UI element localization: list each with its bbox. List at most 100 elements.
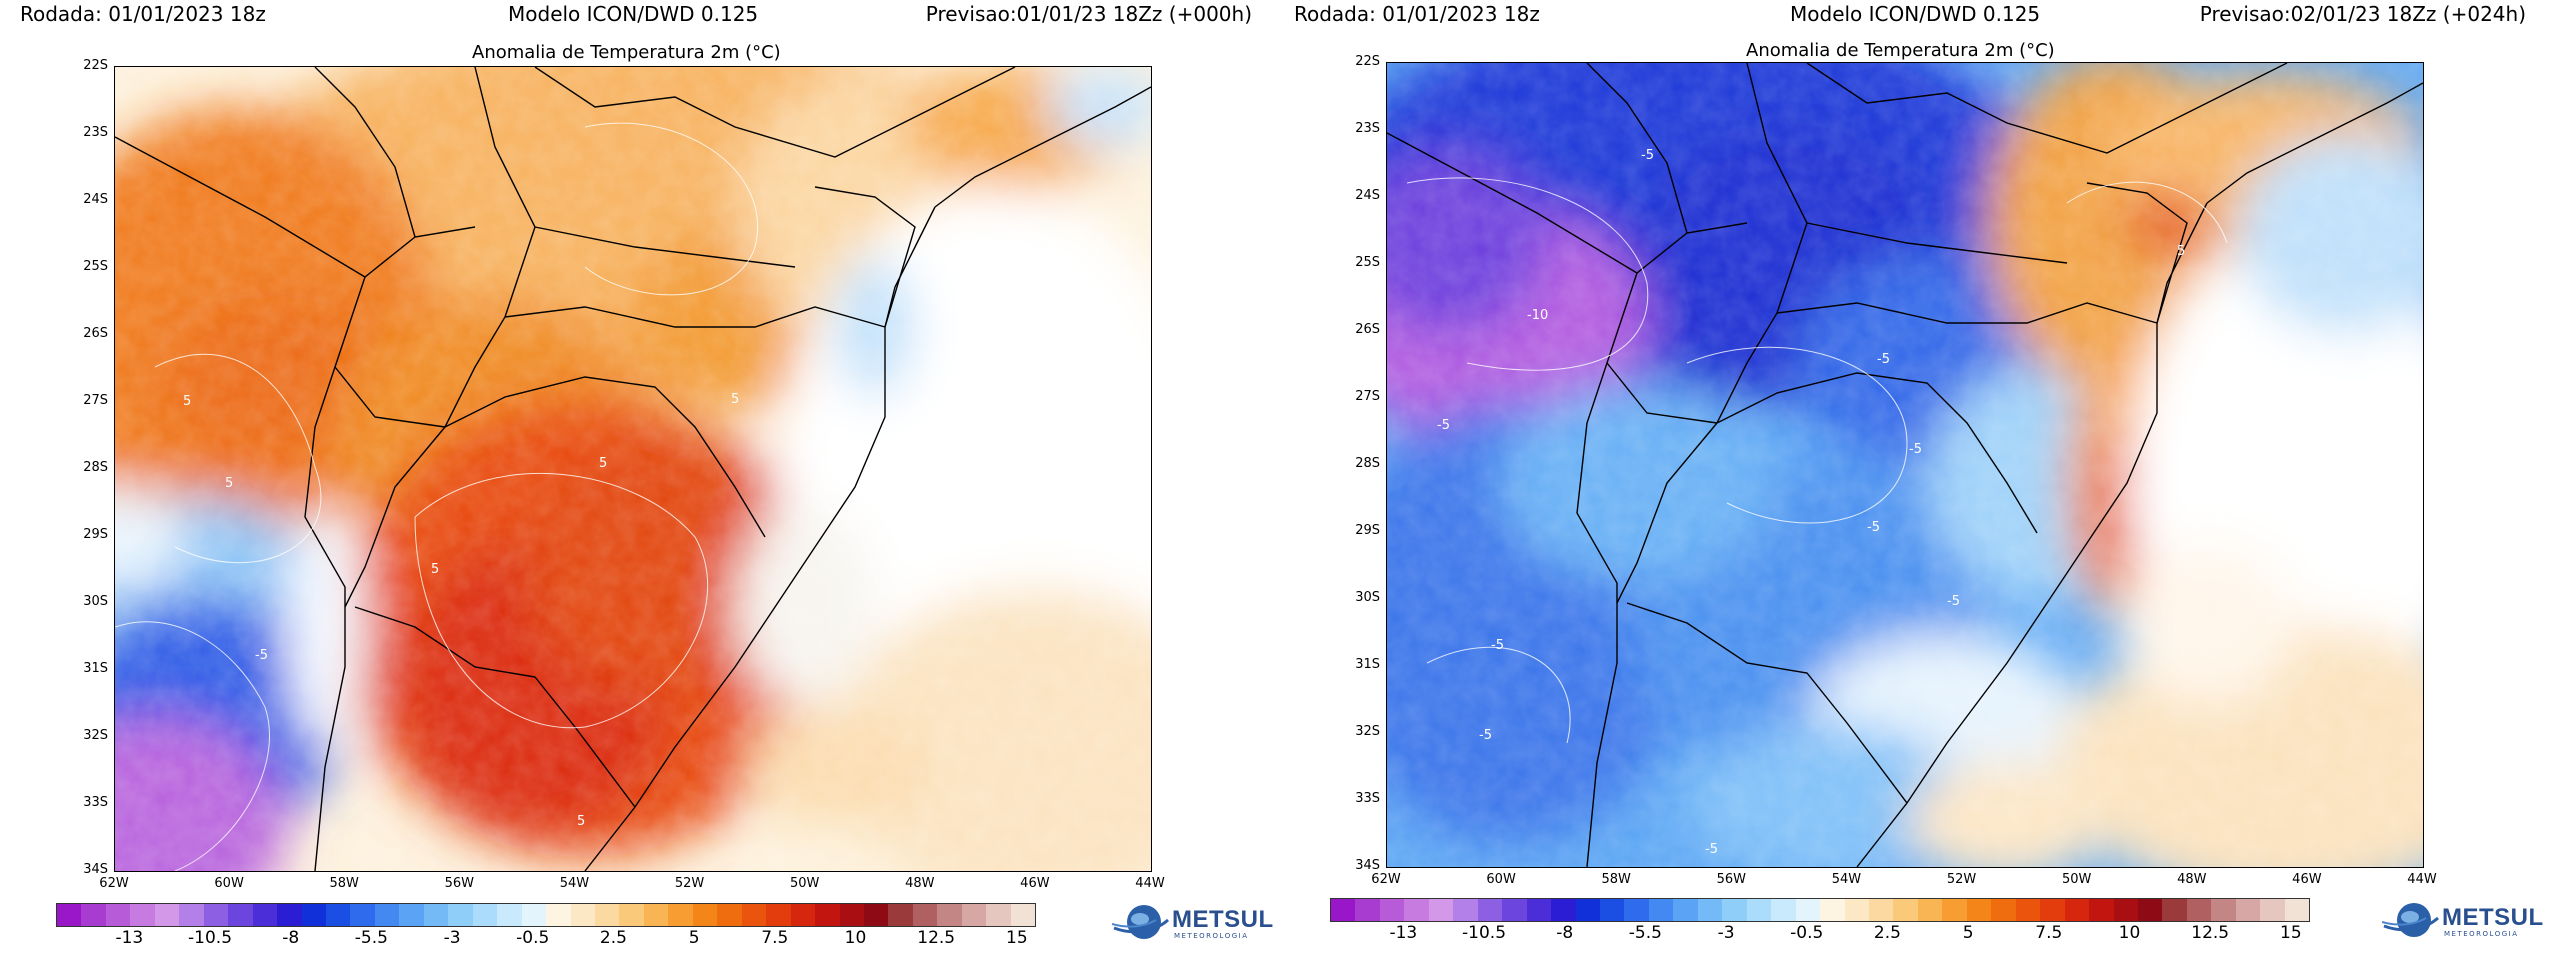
forecast-label: Previsao:01/01/23 18Zz (+000h)	[925, 2, 1252, 26]
colorbar-segment	[2015, 899, 2041, 921]
colorbar-segment	[1844, 899, 1869, 921]
lon-tick-label: 46W	[2292, 872, 2322, 887]
lat-tick-label: 29S	[1355, 523, 1380, 538]
contour-label: -5	[1909, 442, 1922, 457]
lat-tick-label: 25S	[83, 259, 108, 274]
metsul-logo: METSUL METEOROLOGIA	[1111, 902, 1273, 942]
colorbar-tick-label: 7.5	[761, 928, 789, 948]
lat-tick-label: 22S	[83, 58, 108, 73]
colorbar-segment	[1820, 899, 1845, 921]
contour-label: -10	[1527, 308, 1548, 323]
lon-tick-label: 46W	[1020, 876, 1050, 891]
map-title: Anomalia de Temperatura 2m (°C)	[1746, 40, 2055, 61]
colorbar-segment	[863, 904, 889, 926]
lat-tick-label: 22S	[1355, 54, 1380, 69]
lat-tick-label: 26S	[83, 326, 108, 341]
colorbar-segment	[228, 904, 253, 926]
colorbar-segment	[2284, 899, 2310, 921]
contour-label: -5	[1877, 352, 1890, 367]
colorbar-segment	[2162, 899, 2187, 921]
colorbar-segment	[1379, 899, 1405, 921]
colorbar-segment	[374, 904, 400, 926]
colorbar-segment	[1624, 899, 1649, 921]
colorbar-tick-label: -8	[282, 928, 300, 948]
metsul-logo: METSUL METEOROLOGIA	[2381, 900, 2543, 940]
lat-tick-label: 30S	[1355, 590, 1380, 605]
colorbar-segment	[203, 904, 229, 926]
colorbar-segment	[1502, 899, 1527, 921]
colorbar-tick-label: 15	[2280, 923, 2302, 943]
colorbar-segment	[179, 904, 204, 926]
lon-tick-label: 44W	[1135, 876, 1165, 891]
colorbar	[56, 903, 1036, 927]
colorbar-segment	[1010, 904, 1036, 926]
colorbar-segment	[619, 904, 644, 926]
colorbar-segment	[57, 904, 82, 926]
colorbar-segment	[350, 904, 375, 926]
contour-label: 5	[599, 456, 607, 471]
contour-label: 5	[183, 394, 191, 409]
anomaly-map: -5 -10 -5 -5 -5 -5 -5 -5 -5 -5 5	[1386, 62, 2424, 868]
colorbar-segment	[717, 904, 742, 926]
lat-tick-label: 27S	[83, 393, 108, 408]
colorbar-tick-label: -3	[1717, 923, 1735, 943]
colorbar-segment	[497, 904, 522, 926]
colorbar-segment	[1526, 899, 1552, 921]
colorbar-segment	[1575, 899, 1600, 921]
lat-tick-label: 23S	[83, 125, 108, 140]
colorbar-segment	[399, 904, 424, 926]
colorbar-segment	[252, 904, 278, 926]
colorbar-segment	[521, 904, 547, 926]
contour-label: -5	[1437, 418, 1450, 433]
lat-tick-label: 33S	[83, 795, 108, 810]
run-label: Rodada: 01/01/2023 18z	[20, 2, 266, 26]
lon-tick-label: 54W	[1831, 872, 1862, 887]
colorbar-segment	[1917, 899, 1943, 921]
colorbar-tick-label: 7.5	[2035, 923, 2063, 943]
colorbar-segment	[1991, 899, 2016, 921]
colorbar-segment	[668, 904, 693, 926]
colorbar-segment	[1453, 899, 1478, 921]
colorbar-segment	[2089, 899, 2114, 921]
contour-label: -5	[1947, 594, 1960, 609]
colorbar-tick-label: -13	[1389, 923, 1418, 943]
colorbar-tick-label: 10	[844, 928, 867, 948]
forecast-label: Previsao:02/01/23 18Zz (+024h)	[2199, 2, 2526, 26]
contour-label: 5	[577, 814, 585, 829]
colorbar-segment	[570, 904, 595, 926]
colorbar-tick-label: -10.5	[188, 928, 233, 948]
colorbar-segment	[1966, 899, 1992, 921]
lat-tick-label: 25S	[1355, 255, 1380, 270]
contour-label: -5	[1491, 638, 1504, 653]
colorbar-tick-label: -0.5	[516, 928, 550, 948]
contour-label: 5	[731, 392, 739, 407]
colorbar-tick-label: 12.5	[2191, 923, 2230, 943]
colorbar-tick-label: -3	[443, 928, 461, 948]
colorbar-segment	[961, 904, 987, 926]
colorbar-segment	[1942, 899, 1967, 921]
lon-tick-label: 60W	[214, 876, 244, 891]
lon-tick-label: 48W	[2177, 872, 2207, 887]
map-title: Anomalia de Temperatura 2m (°C)	[472, 42, 781, 63]
lon-tick-label: 50W	[789, 876, 820, 891]
logo-subtext: METEOROLOGIA	[2444, 930, 2519, 938]
colorbar-tick-label: -0.5	[1790, 923, 1824, 943]
contour-label: 5	[431, 562, 439, 577]
colorbar-segment	[937, 904, 962, 926]
colorbar-tick-label: -5.5	[1628, 923, 1662, 943]
contour-label: -5	[1479, 728, 1492, 743]
colorbar-tick-label: 2.5	[599, 928, 627, 948]
contour-label: -5	[1867, 520, 1880, 535]
colorbar-segment	[766, 904, 791, 926]
colorbar-segment	[2235, 899, 2261, 921]
colorbar-segment	[1551, 899, 1576, 921]
logo-subtext: METEOROLOGIA	[1174, 932, 1249, 940]
contour-label: 5	[2177, 244, 2185, 259]
colorbar-tick-label: 5	[1962, 923, 1974, 943]
logo-text: METSUL	[2442, 904, 2544, 931]
lat-tick-label: 28S	[83, 460, 108, 475]
lon-tick-label: 52W	[674, 876, 705, 891]
lat-tick-label: 30S	[83, 594, 108, 609]
colorbar-segment	[2064, 899, 2090, 921]
colorbar-tick-label: -10.5	[1462, 923, 1507, 943]
